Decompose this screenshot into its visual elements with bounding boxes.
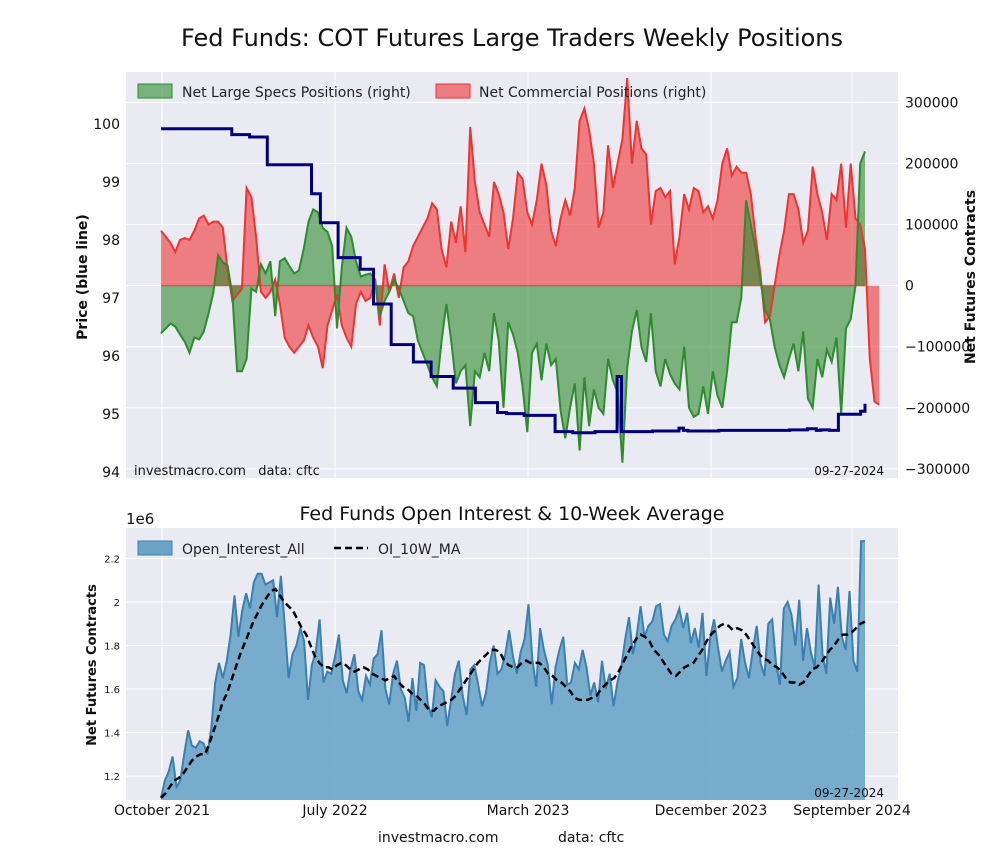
top-right-tick-label: −300000 <box>905 462 970 478</box>
comm-line <box>160 78 880 406</box>
legend-oi-label: Open_Interest_All <box>182 542 305 558</box>
legend-ma-label: OI_10W_MA <box>378 542 461 558</box>
top-left-ylabel: Price (blue line) <box>75 214 91 340</box>
bottom-y-tick-label: 2 <box>114 598 120 609</box>
top-watermark: investmacro.com data: cftc <box>134 464 320 479</box>
top-right-ticks: −300000 −200000 −100000 0 100000 200000 300000 <box>905 96 970 478</box>
legend-specs-swatch <box>137 83 173 99</box>
comm-area <box>161 78 880 405</box>
legend-comm-swatch <box>435 83 471 99</box>
top-price <box>161 127 867 435</box>
x-tick-label: September 2024 <box>793 803 911 819</box>
specs-line <box>160 151 866 463</box>
top-areas <box>160 78 880 463</box>
x-tick-label: October 2021 <box>114 803 210 819</box>
top-right-tick-label: 200000 <box>905 157 958 173</box>
legend-oi-swatch <box>137 540 173 556</box>
top-left-tick-label: 99 <box>102 175 120 191</box>
bottom-scale-label: 1e6 <box>126 510 154 528</box>
top-right-tick-label: 100000 <box>905 218 958 234</box>
top-left-tick-label: 97 <box>102 291 120 307</box>
x-tick-label: March 2023 <box>487 803 570 819</box>
bottom-ylabel: Net Futures Contracts <box>85 584 100 746</box>
footer-source: data: cftc <box>558 830 624 846</box>
oi-line <box>160 540 865 799</box>
top-left-tick-label: 100 <box>93 117 120 133</box>
bottom-ticks: 1.2 1.4 1.6 1.8 2 2.2 <box>104 554 120 783</box>
top-left-tick-label: 98 <box>102 233 120 249</box>
bottom-area <box>160 540 865 800</box>
top-left-ticks: 94 95 96 97 98 99 100 <box>93 117 120 481</box>
top-right-tick-label: −200000 <box>905 401 970 417</box>
bottom-y-tick-label: 1.4 <box>104 729 120 740</box>
x-tick-label: July 2022 <box>301 803 367 819</box>
x-tick-label: December 2023 <box>655 803 768 819</box>
legend-specs-label: Net Large Specs Positions (right) <box>182 85 411 101</box>
top-left-tick-label: 94 <box>102 465 120 481</box>
ma-line <box>160 587 866 799</box>
bottom-y-tick-label: 2.2 <box>104 554 120 565</box>
bottom-y-tick-label: 1.6 <box>104 685 120 696</box>
top-right-tick-label: −100000 <box>905 340 970 356</box>
top-right-tick-label: 300000 <box>905 96 958 112</box>
x-ticks: October 2021 July 2022 March 2023 December … <box>114 803 911 819</box>
top-chart-title: Fed Funds: COT Futures Large Traders Wee… <box>181 24 843 52</box>
top-left-tick-label: 95 <box>102 407 120 423</box>
specs-area <box>161 151 865 463</box>
bottom-date-label: 09-27-2024 <box>814 786 884 800</box>
footer-site: investmacro.com <box>378 830 498 846</box>
price-line <box>161 127 867 435</box>
bottom-ma <box>160 587 866 799</box>
top-date-label: 09-27-2024 <box>814 464 884 478</box>
bottom-y-tick-label: 1.2 <box>104 772 120 783</box>
bottom-y-tick-label: 1.8 <box>104 642 120 653</box>
oi-area <box>161 541 865 800</box>
top-right-ylabel: Net Futures Contracts <box>963 190 979 364</box>
top-right-tick-label: 0 <box>905 279 914 295</box>
bottom-chart-title: Fed Funds Open Interest & 10-Week Averag… <box>300 503 725 525</box>
top-left-tick-label: 96 <box>102 349 120 365</box>
legend-comm-label: Net Commercial Positions (right) <box>479 85 706 101</box>
